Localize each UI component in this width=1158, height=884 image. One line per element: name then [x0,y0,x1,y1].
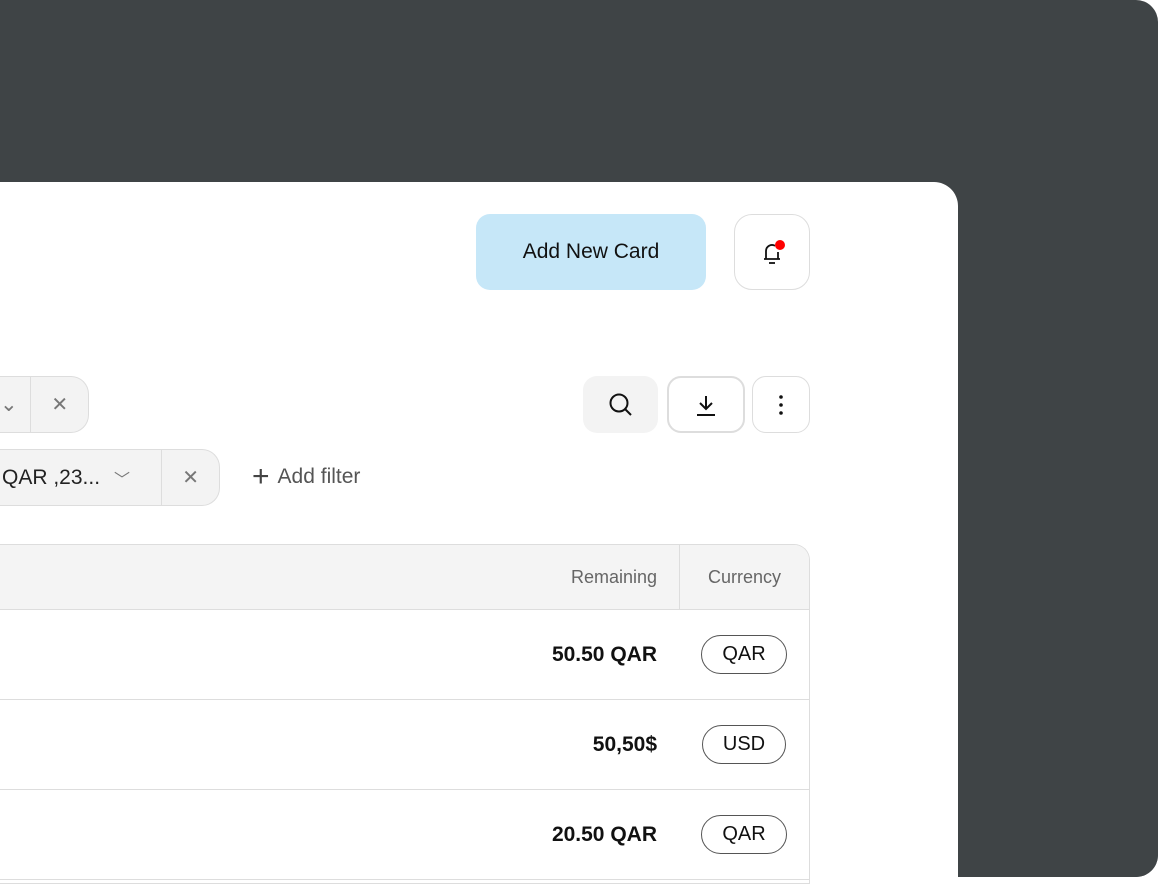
filter-chip-1[interactable]: ⌄ ✕ [0,376,89,433]
main-panel [0,182,958,877]
download-button[interactable] [667,376,745,433]
remaining-cell: 20.50 QAR [551,822,657,846]
table-row[interactable]: 50.50 QAR QAR [0,610,809,700]
chevron-down-icon[interactable]: ⌄ [0,393,18,416]
more-vertical-icon [779,394,783,415]
notification-dot [775,240,785,250]
add-new-card-button[interactable]: Add New Card [476,214,706,290]
currency-badge: QAR [701,815,787,854]
table-row[interactable]: 50,50$ USD [0,700,809,790]
table-row[interactable]: 20.50 QAR QAR [0,790,809,880]
remaining-cell: 50.50 QAR [551,642,657,666]
add-filter-label: Add filter [277,465,361,488]
remaining-cell: 50,50$ [592,732,657,756]
filter-value[interactable]: QAR ,23... ﹀ [0,450,161,505]
bell-icon [764,240,785,264]
cards-table: Remaining Currency 50.50 QAR QAR 50,50$ … [0,544,810,884]
search-icon [609,393,632,416]
column-header-currency[interactable]: Currency [679,545,809,609]
column-header-remaining[interactable]: Remaining [570,566,657,587]
table-header: Remaining Currency [0,545,809,610]
chevron-down-icon: ﹀ [114,471,131,489]
filter-value-text: QAR ,23... [2,465,101,489]
add-filter-button[interactable]: + Add filter [252,460,360,494]
remove-filter-button[interactable]: ✕ [30,377,88,432]
filter-chip-2[interactable]: QAR ,23... ﹀ ✕ [0,449,220,506]
currency-badge: USD [701,725,787,764]
more-options-button[interactable] [752,376,810,433]
remove-filter-button[interactable]: ✕ [161,450,219,505]
background-right [958,182,1158,877]
currency-badge: QAR [701,635,787,674]
notifications-button[interactable] [734,214,810,290]
search-button[interactable] [583,376,658,433]
download-icon [697,395,715,416]
plus-icon: + [252,460,270,493]
